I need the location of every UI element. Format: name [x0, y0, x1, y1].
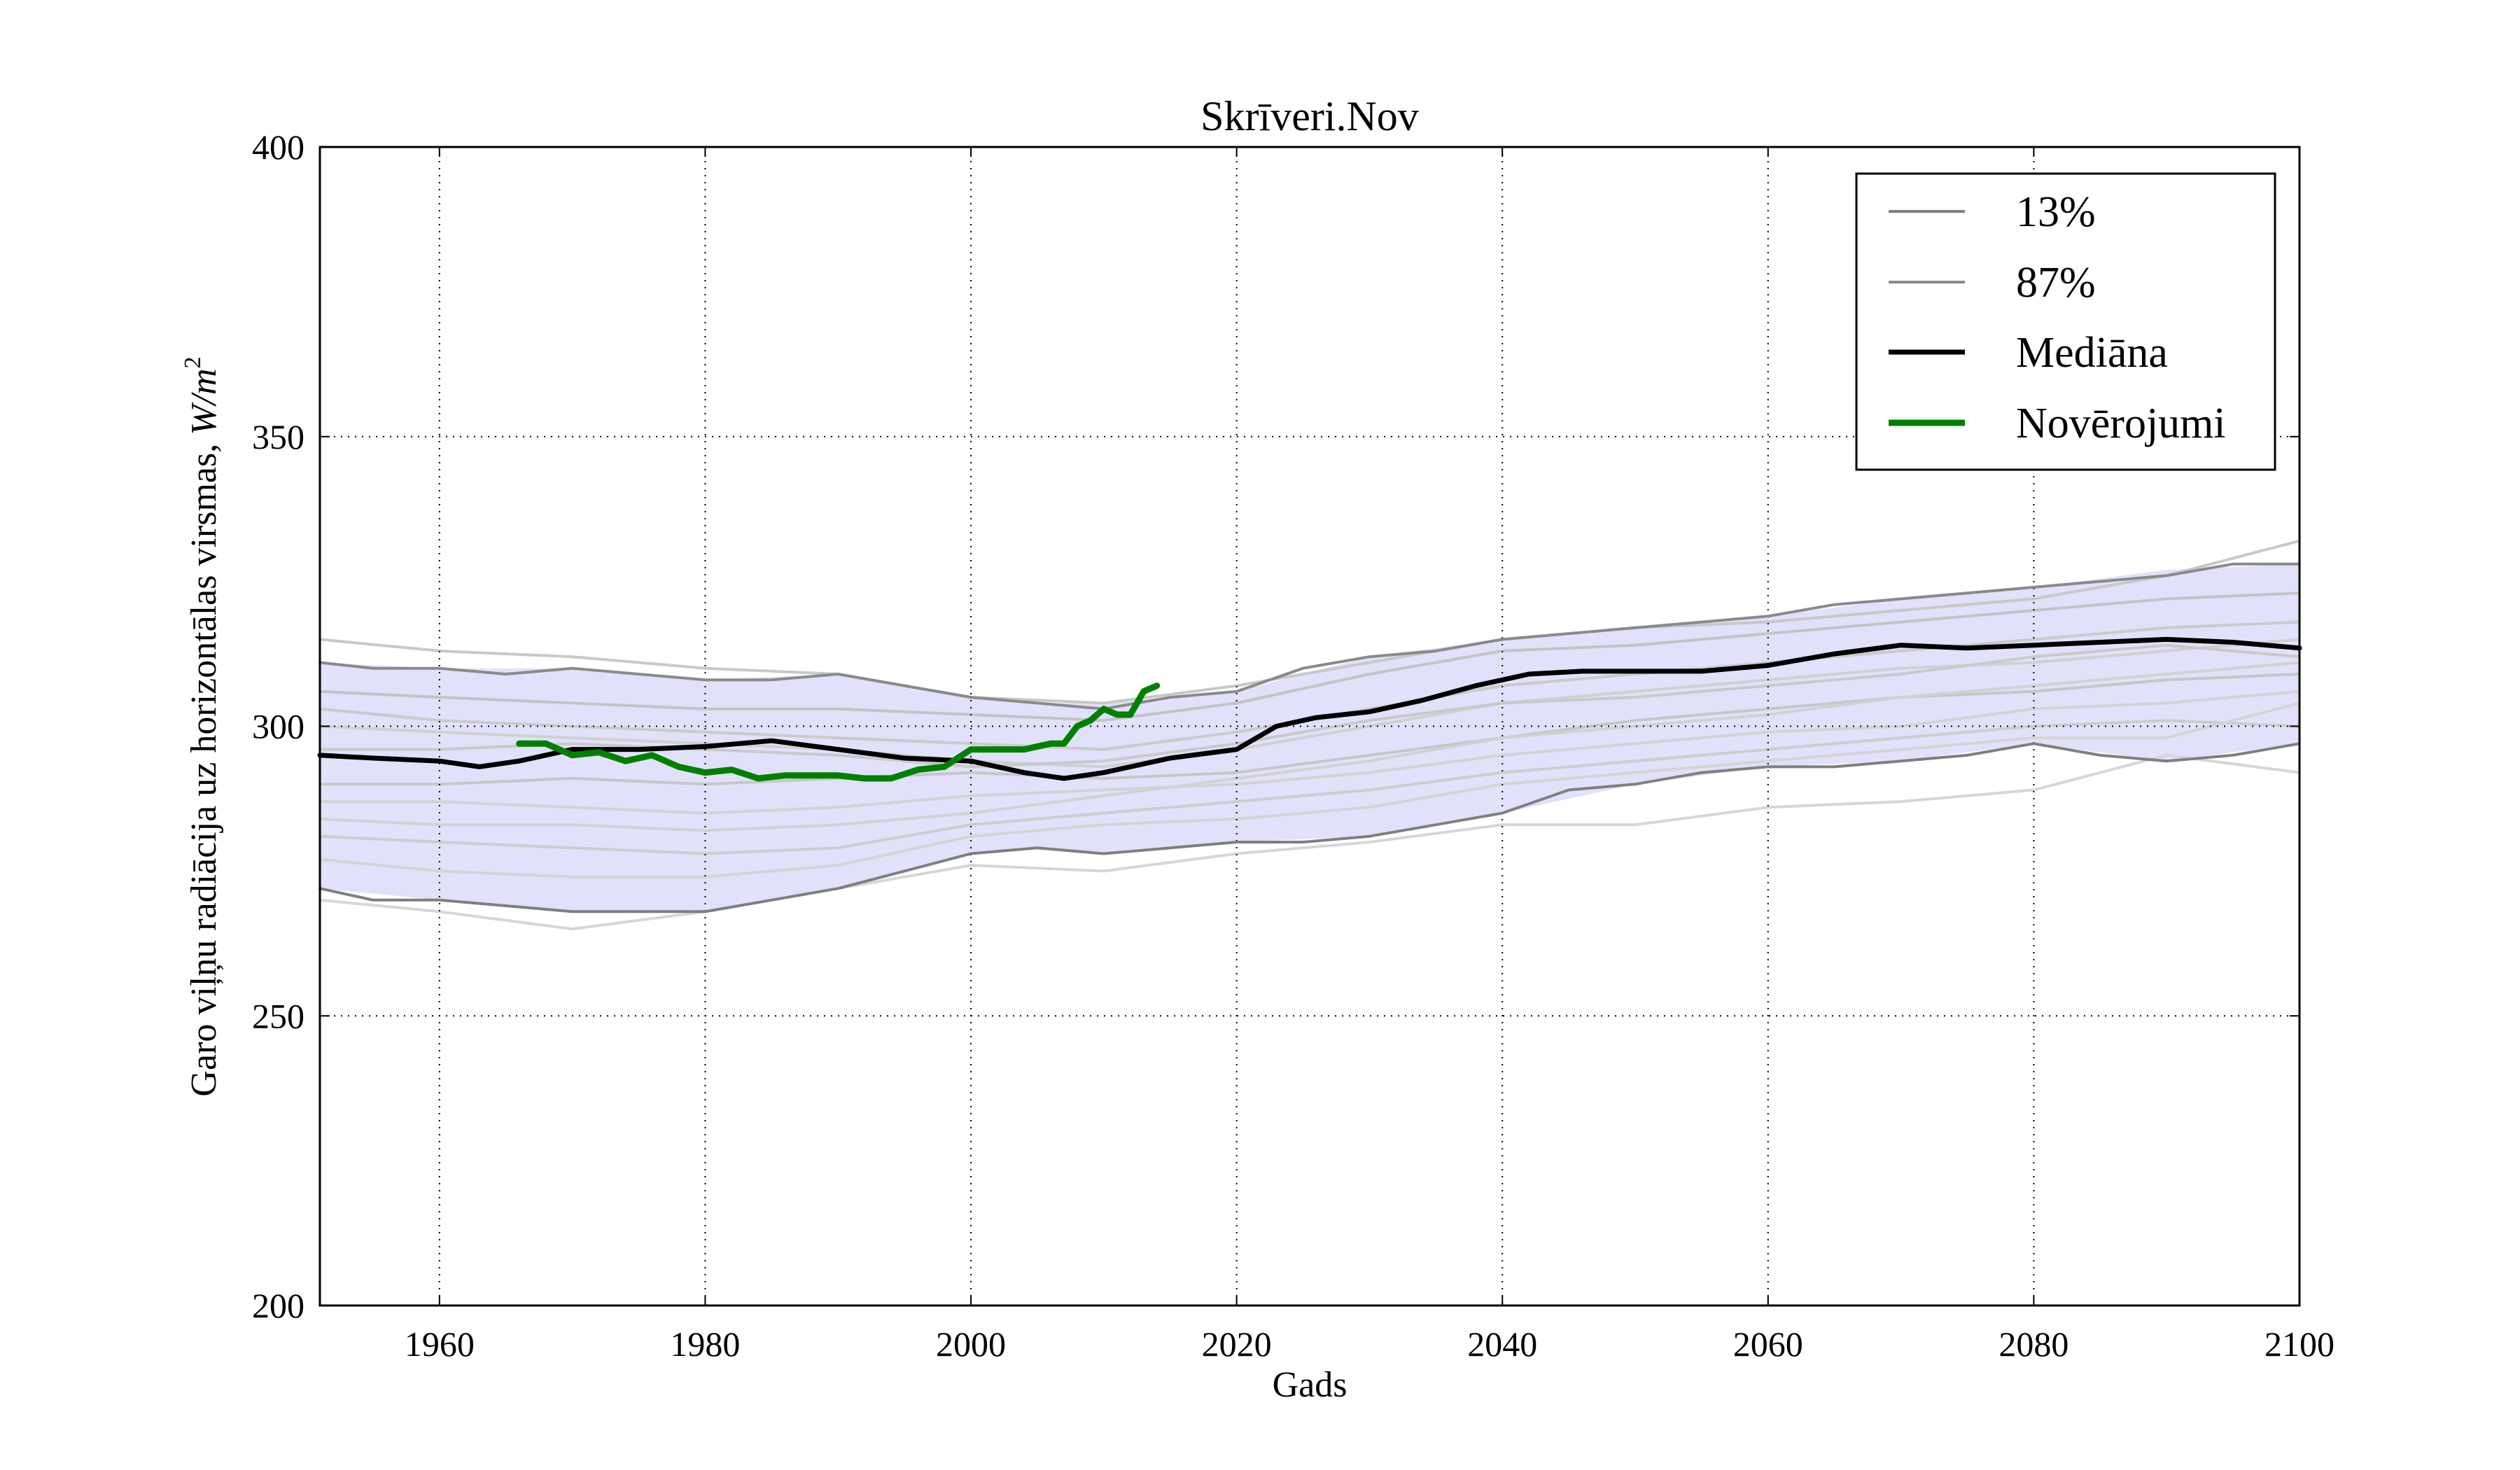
x-tick-label-2020: 2020: [1202, 1324, 1272, 1364]
axis-ticks: [320, 146, 2300, 1306]
x-tick-label-1960: 1960: [405, 1324, 475, 1364]
y-tick-label-250: 250: [252, 996, 304, 1035]
ensemble-member-line-7: [320, 690, 2300, 815]
legend: 13% 87% Mediāna Novērojumi: [1855, 172, 2276, 471]
series-line-87pct: [318, 562, 2301, 710]
y-tick-label-350: 350: [252, 417, 304, 456]
ensemble-member-line-9: [319, 701, 2300, 878]
y-tick-label-200: 200: [252, 1286, 304, 1325]
ensemble-member-line-11: [319, 661, 2300, 832]
ensemble-member-line-2: [319, 753, 2300, 931]
ensemble-member-line-6: [320, 673, 2300, 786]
legend-label-13pct: 13%: [2016, 188, 2096, 236]
ensemble-member-line-1: [319, 539, 2300, 705]
legend-label-noverojumi: Novērojumi: [2016, 400, 2226, 447]
ensemble-member-line-10: [320, 643, 2300, 769]
x-tick-label-2060: 2060: [1733, 1324, 1803, 1364]
y-axis-label-unit: W/m: [184, 368, 224, 435]
x-tick-label-2100: 2100: [2264, 1324, 2334, 1364]
series-line-13pct: [318, 742, 2301, 913]
y-axis-label-unit-exponent: 2: [180, 356, 206, 368]
x-tick-label-1980: 1980: [670, 1324, 740, 1364]
series-lines: [317, 562, 2302, 913]
x-tick-label-2080: 2080: [1998, 1324, 2068, 1364]
ensemble-members: [319, 539, 2300, 931]
legend-label-mediana: Mediāna: [2016, 329, 2168, 377]
legend-label-87pct: 87%: [2016, 259, 2096, 307]
ensemble-member-line-3: [319, 592, 2300, 722]
x-tick-label-2040: 2040: [1467, 1324, 1537, 1364]
x-axis-label: Gads: [1273, 1365, 1348, 1405]
series-line-mediana: [317, 636, 2302, 781]
y-axis-label: Garo viļņu radiācija uz horizontālas vir…: [180, 356, 224, 1096]
y-tick-label-400: 400: [252, 127, 304, 167]
chart-title: Skrīveri.Nov: [1200, 93, 1419, 139]
series-line-noverojumi: [516, 682, 1161, 782]
y-tick-label-300: 300: [252, 707, 304, 746]
x-tick-label-2000: 2000: [936, 1324, 1006, 1364]
x-tick-labels: 1960 1980 2000 2020 2040 2060 2080 2100: [405, 1324, 2334, 1364]
y-tick-labels: 200 250 300 350 400: [252, 127, 304, 1325]
ensemble-member-line-8: [319, 719, 2300, 855]
y-axis-label-text: Garo viļņu radiācija uz horizontālas vir…: [184, 444, 224, 1097]
